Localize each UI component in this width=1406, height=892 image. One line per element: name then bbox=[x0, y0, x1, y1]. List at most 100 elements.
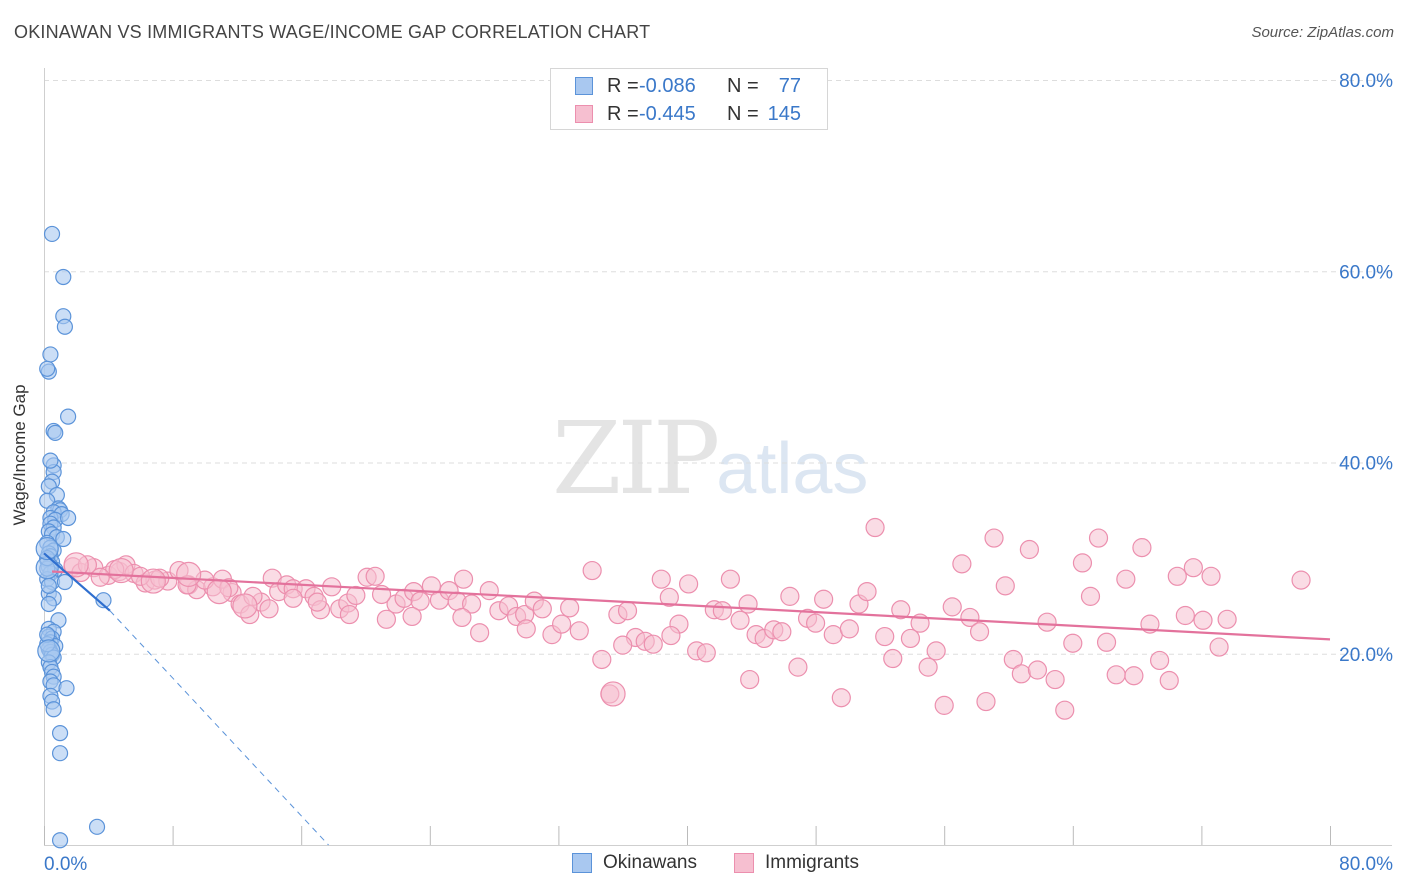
immigrants-point bbox=[730, 610, 750, 630]
okinawans-point bbox=[42, 346, 59, 363]
okinawans-point bbox=[88, 818, 106, 835]
immigrants-point bbox=[696, 643, 716, 663]
immigrants-point bbox=[865, 517, 885, 538]
immigrants-point bbox=[176, 561, 202, 587]
immigrants-point bbox=[552, 614, 572, 634]
immigrants-point bbox=[1106, 665, 1126, 685]
immigrants-point bbox=[283, 588, 303, 608]
legend-item-okinawans[interactable]: Okinawans bbox=[572, 852, 697, 874]
x-tick-label: 80.0% bbox=[1339, 854, 1393, 875]
legend-item-immigrants[interactable]: Immigrants bbox=[734, 852, 859, 874]
immigrants-point bbox=[1063, 633, 1083, 653]
okinawans-trend-extension bbox=[109, 610, 329, 846]
immigrants-point bbox=[479, 581, 499, 601]
immigrants-point bbox=[108, 557, 134, 584]
immigrants-point bbox=[532, 599, 552, 619]
okinawans-point bbox=[58, 680, 75, 697]
okinawans-point bbox=[51, 725, 69, 742]
legend-r-value: -0.445 bbox=[639, 102, 696, 125]
source-label: Source: ZipAtlas.com bbox=[1251, 24, 1394, 41]
immigrants-point bbox=[1080, 586, 1101, 606]
immigrants-point bbox=[569, 621, 589, 641]
immigrants-point bbox=[772, 622, 792, 642]
immigrants-point bbox=[582, 560, 602, 581]
immigrants-point bbox=[720, 569, 741, 589]
immigrants-point bbox=[651, 569, 671, 589]
immigrants-point bbox=[1027, 660, 1048, 680]
okinawans-swatch bbox=[572, 853, 592, 873]
immigrants-point bbox=[857, 581, 877, 602]
immigrants-point bbox=[346, 585, 366, 606]
okinawans-point bbox=[37, 639, 61, 663]
legend-row-immigrants: R = -0.445 N = 145 bbox=[575, 103, 801, 125]
chart-title: OKINAWAN VS IMMIGRANTS WAGE/INCOME GAP C… bbox=[14, 22, 651, 42]
immigrants-point bbox=[1011, 664, 1031, 684]
immigrants-point bbox=[661, 625, 681, 646]
immigrants-point bbox=[600, 681, 626, 707]
immigrants-point bbox=[969, 622, 990, 642]
immigrants-point bbox=[659, 587, 679, 607]
watermark-atlas: atlas bbox=[716, 429, 869, 509]
immigrants-point bbox=[1132, 538, 1152, 558]
immigrants-point bbox=[960, 607, 980, 628]
immigrants-swatch bbox=[575, 105, 593, 123]
immigrants-trend-line bbox=[51, 570, 1331, 641]
immigrants-point bbox=[516, 619, 536, 639]
okinawans-point bbox=[60, 509, 77, 527]
immigrants-point bbox=[461, 594, 482, 614]
immigrants-point bbox=[376, 609, 396, 629]
immigrants-point bbox=[738, 594, 758, 614]
immigrants-point bbox=[875, 626, 895, 647]
okinawans-point bbox=[56, 318, 73, 335]
legend-row-okinawans: R = -0.086 N = 77 bbox=[575, 75, 801, 97]
immigrants-point bbox=[1217, 609, 1237, 629]
legend-n-label: N = bbox=[727, 102, 759, 125]
immigrants-point bbox=[259, 599, 279, 619]
immigrants-point bbox=[805, 613, 826, 633]
immigrants-point bbox=[402, 606, 422, 627]
immigrants-point bbox=[934, 695, 954, 715]
immigrants-point bbox=[339, 604, 360, 625]
immigrants-point bbox=[942, 597, 962, 617]
immigrants-point bbox=[1072, 553, 1093, 573]
y-tick-label: 60.0% bbox=[1339, 262, 1393, 283]
immigrants-point bbox=[883, 648, 903, 669]
legend-label-okinawans: Okinawans bbox=[603, 852, 697, 873]
immigrants-point bbox=[1003, 649, 1023, 670]
y-axis-label: Wage/Income Gap bbox=[10, 384, 29, 526]
okinawans-point bbox=[56, 573, 73, 591]
immigrants-point bbox=[206, 578, 232, 605]
immigrants-point bbox=[831, 688, 851, 708]
watermark-zip: ZIP bbox=[552, 400, 720, 517]
legend-r-value: -0.086 bbox=[639, 74, 696, 97]
immigrants-point bbox=[592, 649, 612, 670]
immigrants-point bbox=[679, 574, 699, 594]
immigrants-point bbox=[995, 576, 1015, 596]
immigrants-point bbox=[712, 601, 732, 621]
immigrants-point bbox=[1175, 605, 1195, 626]
immigrants-point bbox=[1037, 612, 1057, 632]
immigrants-point bbox=[1096, 632, 1117, 652]
okinawans-point bbox=[40, 577, 57, 594]
immigrants-point bbox=[1193, 610, 1213, 630]
immigrants-point bbox=[1116, 569, 1136, 589]
immigrants-point bbox=[1088, 528, 1109, 548]
immigrants-point bbox=[365, 566, 385, 586]
correlation-legend: R = -0.086 N = 77 R = -0.445 N = 145 bbox=[550, 68, 828, 130]
okinawans-point bbox=[43, 225, 61, 243]
okinawans-point bbox=[42, 452, 59, 469]
immigrants-point bbox=[1209, 637, 1229, 657]
immigrants-point bbox=[1291, 570, 1311, 590]
immigrants-point bbox=[976, 691, 996, 712]
immigrants-point bbox=[1045, 669, 1065, 690]
immigrants-point bbox=[891, 600, 911, 620]
immigrants-point bbox=[470, 623, 490, 643]
immigrants-point bbox=[926, 641, 946, 661]
immigrants-point bbox=[232, 593, 258, 619]
okinawans-point bbox=[51, 832, 69, 849]
immigrants-point bbox=[823, 625, 843, 645]
immigrants-point bbox=[453, 569, 474, 589]
okinawans-point bbox=[45, 701, 62, 718]
okinawans-swatch bbox=[575, 77, 593, 95]
immigrants-point bbox=[780, 586, 800, 606]
